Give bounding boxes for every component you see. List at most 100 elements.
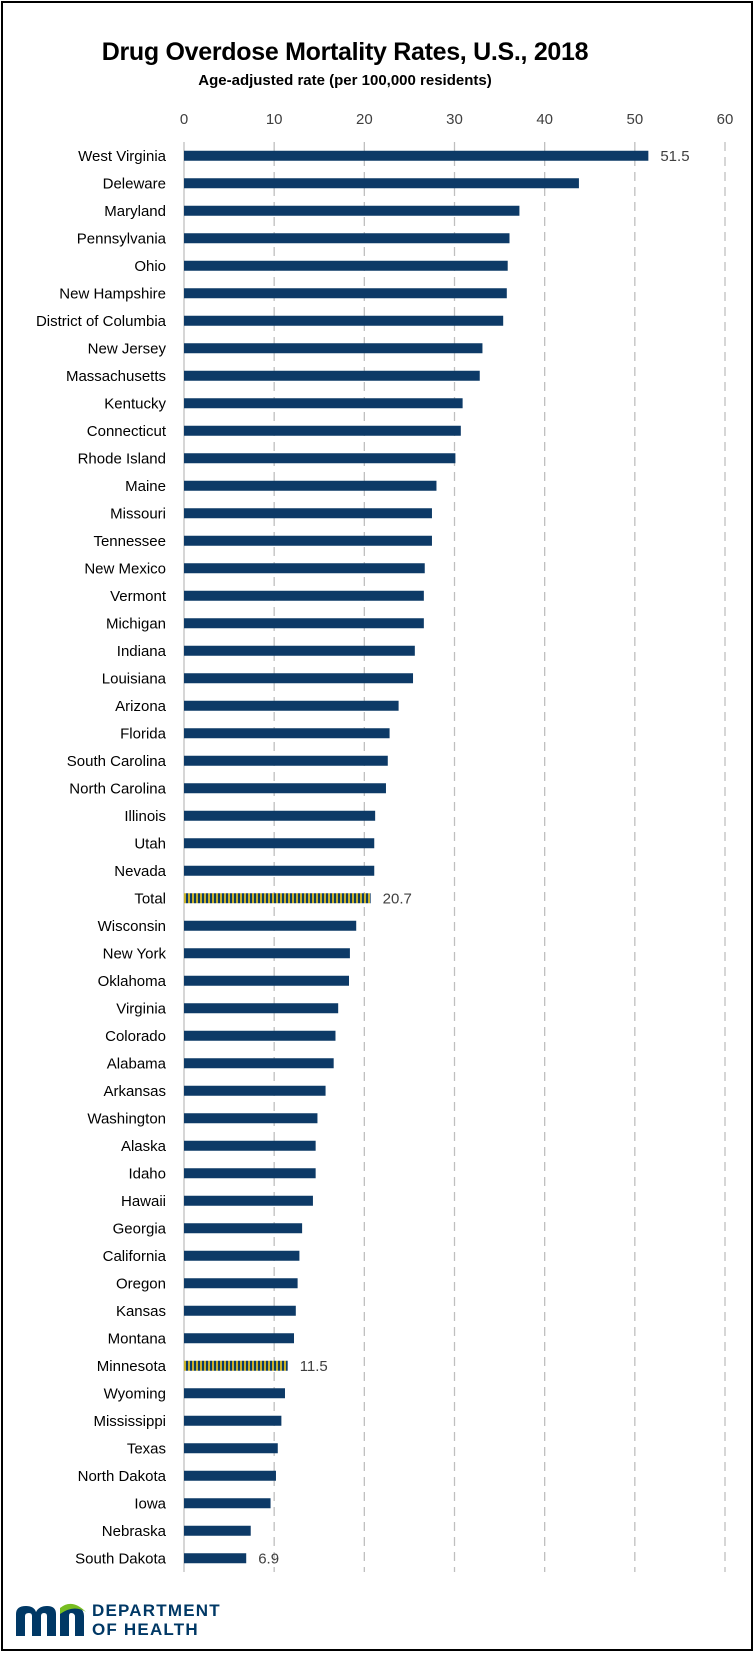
category-label: Maine <box>125 478 166 495</box>
category-label: Nevada <box>114 863 166 880</box>
bar <box>184 948 350 959</box>
bar <box>184 1085 326 1096</box>
category-label: Kentucky <box>104 395 166 412</box>
bar <box>184 865 375 876</box>
bar <box>184 1360 288 1371</box>
category-label: South Carolina <box>67 753 167 770</box>
bar <box>184 425 461 436</box>
category-label: Washington <box>87 1110 166 1127</box>
bar <box>184 288 507 299</box>
category-label: Illinois <box>124 808 166 825</box>
chart-title: Drug Overdose Mortality Rates, U.S., 201… <box>101 38 589 66</box>
category-label: North Carolina <box>69 780 166 797</box>
bar <box>184 480 437 491</box>
chart-subtitle: Age-adjusted rate (per 100,000 residents… <box>198 72 492 89</box>
category-label: Louisiana <box>102 670 167 687</box>
bar <box>184 783 386 794</box>
x-tick-label: 20 <box>356 111 373 128</box>
category-label: Florida <box>120 725 167 742</box>
category-label: Alaska <box>121 1138 167 1155</box>
bar <box>184 1388 285 1399</box>
category-label: New Jersey <box>88 340 167 357</box>
bar <box>184 975 350 986</box>
bar <box>184 700 399 711</box>
bar <box>184 150 649 161</box>
category-label: Minnesota <box>97 1358 167 1375</box>
department-of-health-logo-text: DEPARTMENT OF HEALTH <box>92 1601 221 1639</box>
category-label: District of Columbia <box>36 313 167 330</box>
bar <box>184 508 432 519</box>
category-label: Arkansas <box>103 1083 166 1100</box>
category-label: Rhode Island <box>78 450 166 467</box>
bar <box>184 1415 282 1426</box>
bar <box>184 1553 247 1564</box>
data-label: 20.7 <box>383 890 412 907</box>
bar <box>184 893 371 904</box>
data-label: 6.9 <box>258 1550 279 1567</box>
category-label: Arizona <box>115 698 167 715</box>
category-label: Georgia <box>113 1220 167 1237</box>
bar <box>184 1250 300 1261</box>
bar <box>184 535 432 546</box>
category-label: Nebraska <box>102 1523 167 1540</box>
bar <box>184 1140 316 1151</box>
x-tick-label: 40 <box>536 111 553 128</box>
bar <box>184 1168 316 1179</box>
bar <box>184 453 456 464</box>
category-label: Kansas <box>116 1303 166 1320</box>
category-label: Wyoming <box>104 1385 166 1402</box>
x-tick-label: 50 <box>626 111 643 128</box>
bar <box>184 810 376 821</box>
category-label: Deleware <box>103 175 166 192</box>
bar <box>184 1470 276 1481</box>
bar <box>184 178 579 189</box>
data-label: 51.5 <box>660 148 689 165</box>
logo-line-1: DEPARTMENT <box>92 1601 221 1620</box>
category-label: Total <box>134 890 166 907</box>
bar <box>184 728 390 739</box>
x-tick-label: 30 <box>446 111 463 128</box>
bar <box>184 1030 336 1041</box>
category-label: Oklahoma <box>98 973 167 990</box>
category-label: Maryland <box>104 203 166 220</box>
category-label: Pennsylvania <box>77 230 167 247</box>
category-label: Missouri <box>110 505 166 522</box>
x-tick-label: 60 <box>717 111 734 128</box>
bar <box>184 838 375 849</box>
bar <box>184 1498 271 1509</box>
category-label: Texas <box>127 1440 166 1457</box>
category-label: Iowa <box>134 1495 166 1512</box>
category-label: South Dakota <box>75 1550 167 1567</box>
category-label: Mississippi <box>93 1413 166 1430</box>
bar <box>184 1058 334 1069</box>
category-label: Michigan <box>106 615 166 632</box>
bar <box>184 645 415 656</box>
bar <box>184 1333 295 1344</box>
category-label: Virginia <box>116 1000 166 1017</box>
bar <box>184 233 510 244</box>
bar <box>184 398 463 409</box>
logo-line-2: OF HEALTH <box>92 1620 199 1639</box>
category-label: New Hampshire <box>59 285 166 302</box>
category-label: Wisconsin <box>98 918 166 935</box>
category-label: Alabama <box>107 1055 167 1072</box>
bar <box>184 1223 303 1234</box>
category-label: New Mexico <box>84 560 166 577</box>
bar <box>184 1278 298 1289</box>
bar <box>184 1113 318 1124</box>
bar <box>184 315 504 326</box>
data-label: 11.5 <box>300 1358 328 1375</box>
bar <box>184 1003 339 1014</box>
category-label: Idaho <box>128 1165 166 1182</box>
category-label: Utah <box>134 835 166 852</box>
category-label: North Dakota <box>78 1468 167 1485</box>
bar <box>184 1443 278 1454</box>
bar <box>184 755 388 766</box>
category-label: Hawaii <box>121 1193 166 1210</box>
bar <box>184 1525 251 1536</box>
category-label: California <box>103 1248 167 1265</box>
bar <box>184 590 424 601</box>
category-label: Oregon <box>116 1275 166 1292</box>
